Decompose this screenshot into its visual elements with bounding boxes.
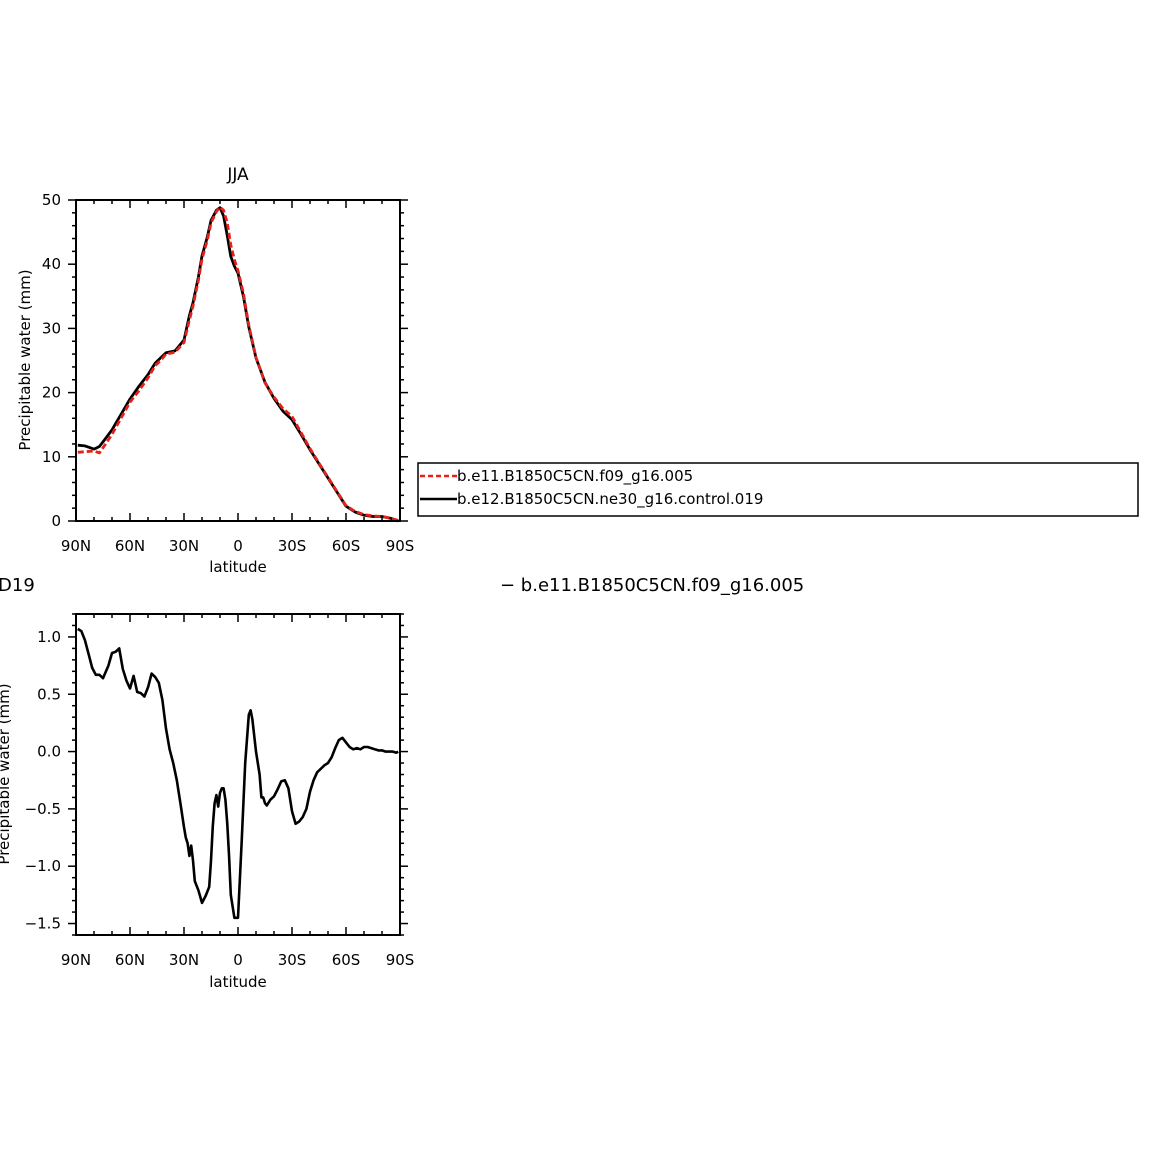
panel-bottom: D19 − b.e11.B1850C5CN.f09_g16.005 90N 60N… bbox=[0, 575, 804, 991]
x-tick-label: 0 bbox=[233, 537, 243, 555]
x-tick-label: 0 bbox=[233, 951, 243, 969]
legend-box bbox=[417, 462, 1139, 517]
panel-top-series bbox=[77, 205, 399, 523]
panel-bottom-title-right-fragment: − b.e11.B1850C5CN.f09_g16.005 bbox=[500, 575, 804, 596]
panel-bottom-tick-labels: 90N 60N 30N 0 30S 60S 90S 1.0 0.5 0.0 −0.5 −1.0 −1.5 bbox=[25, 628, 415, 969]
panel-bottom-title-left-fragment: D19 bbox=[0, 575, 35, 596]
x-tick-label: 90S bbox=[386, 537, 415, 555]
y-tick-label: −1.5 bbox=[25, 915, 61, 933]
x-tick-label: 60N bbox=[115, 537, 145, 555]
y-tick-label: −1.0 bbox=[25, 857, 61, 875]
series-line-1 bbox=[77, 627, 399, 920]
x-tick-label: 30S bbox=[278, 537, 307, 555]
y-tick-label: 0.5 bbox=[37, 685, 61, 703]
y-tick-label: 40 bbox=[42, 255, 61, 273]
panel-top: JJA 90N 60N 30N 0 30S 60S 90S 0 10 20 30 40 50 latit… bbox=[16, 165, 414, 576]
x-tick-label: 30N bbox=[169, 951, 199, 969]
x-tick-label: 90N bbox=[61, 537, 91, 555]
panel-top-tick-labels: 90N 60N 30N 0 30S 60S 90S 0 10 20 30 40 50 bbox=[42, 191, 414, 555]
legend-label-series-2: b.e12.B1850C5CN.ne30_g16.control.019 bbox=[457, 490, 763, 509]
legend: b.e11.B1850C5CN.f09_g16.005 b.e12.B1850C… bbox=[417, 462, 1139, 517]
x-tick-label: 30S bbox=[278, 951, 307, 969]
panel-top-plot-frame bbox=[75, 199, 401, 522]
x-tick-label: 30N bbox=[169, 537, 199, 555]
panel-top-title: JJA bbox=[226, 165, 249, 185]
y-tick-label: 10 bbox=[42, 448, 61, 466]
y-tick-label: −0.5 bbox=[25, 800, 61, 818]
y-tick-label: 0.0 bbox=[37, 743, 61, 761]
y-tick-label: 0 bbox=[51, 512, 61, 530]
x-tick-label: 60S bbox=[332, 951, 361, 969]
series-line-1 bbox=[77, 205, 399, 522]
x-tick-label: 60S bbox=[332, 537, 361, 555]
y-tick-label: 30 bbox=[42, 319, 61, 337]
panel-bottom-ylabel: Precipitable water (mm) bbox=[0, 683, 13, 864]
panel-bottom-plot-frame bbox=[75, 613, 401, 936]
panel-top-xlabel: latitude bbox=[209, 558, 267, 576]
panel-bottom-series bbox=[77, 627, 399, 920]
panel-top-ylabel: Precipitable water (mm) bbox=[16, 269, 34, 450]
x-tick-label: 60N bbox=[115, 951, 145, 969]
legend-label-series-1: b.e11.B1850C5CN.f09_g16.005 bbox=[457, 467, 693, 486]
panel-bottom-xlabel: latitude bbox=[209, 973, 267, 991]
x-tick-label: 90S bbox=[386, 951, 415, 969]
y-tick-label: 1.0 bbox=[37, 628, 61, 646]
x-tick-label: 90N bbox=[61, 951, 91, 969]
y-tick-label: 50 bbox=[42, 191, 61, 209]
y-tick-label: 20 bbox=[42, 384, 61, 402]
